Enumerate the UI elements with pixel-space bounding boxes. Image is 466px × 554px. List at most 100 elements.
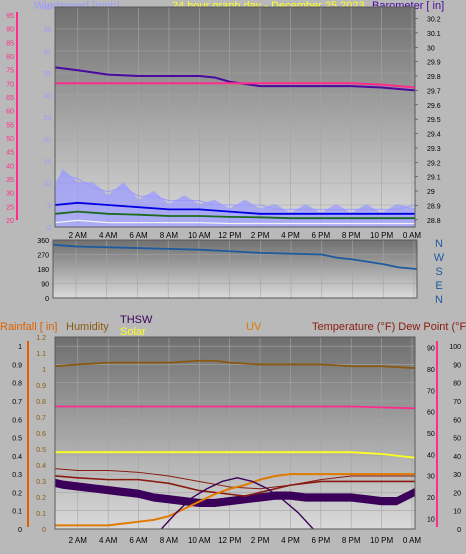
x-tick-label: 2 AM: [69, 536, 88, 545]
y-tick-label-humidity: 45: [6, 150, 14, 157]
y-tick-label-barometer: 29.8: [427, 74, 441, 81]
y-tick-label-windspeed: 15: [43, 159, 51, 166]
y-tick-label-temperature: 20: [427, 495, 435, 502]
y-tick-label-rainfall: 0.4: [12, 454, 22, 461]
y-tick-label-rainfall: 0.7: [12, 399, 22, 406]
y-tick-label-barometer: 29.7: [427, 88, 441, 95]
y-tick-label-barometer: 29.5: [427, 117, 441, 124]
x-tick-label: 4 AM: [99, 231, 118, 240]
y-tick-label-humidity: 1.1: [36, 351, 46, 358]
thsw-label: THSW: [120, 314, 153, 326]
y-tick-label-windspeed: 30: [43, 93, 51, 100]
y-tick-label-barometer: 29.6: [427, 103, 441, 110]
y-tick-label-windspeed: 50: [43, 5, 51, 12]
x-tick-label: 2 PM: [251, 231, 270, 240]
y-tick-label-humidity: 0.9: [36, 383, 46, 390]
y-tick-label-dew-point: 90: [453, 362, 461, 369]
y-tick-label-rainfall: 0.1: [12, 509, 22, 516]
y-tick-label-temperature: 60: [427, 410, 435, 417]
wind-10min-line: [55, 201, 415, 215]
y-tick-label-temperature: 90: [427, 346, 435, 353]
y-tick-label-dew-point: 100: [449, 344, 461, 351]
solar-label: Solar: [120, 326, 146, 338]
y-tick-label-direction: 0: [45, 296, 49, 303]
y-tick-label-humidity: 20: [6, 218, 14, 225]
y-tick-label-dew-point: 0: [457, 527, 461, 534]
x-tick-label: 8 PM: [342, 231, 361, 240]
windspeed-gust-area: [55, 168, 415, 227]
temperature-max-line: [55, 468, 415, 490]
y-tick-label-windspeed: 40: [43, 49, 51, 56]
y-tick-label-temperature: 80: [427, 367, 435, 374]
y-tick-label-rainfall: 0.6: [12, 417, 22, 424]
y-tick-label-humidity: 25: [6, 204, 14, 211]
x-tick-label: 10 AM: [188, 231, 211, 240]
y-tick-label-rainfall: 0.9: [12, 362, 22, 369]
x-tick-label: 6 AM: [129, 231, 148, 240]
y-tick-label-humidity: 0.6: [36, 431, 46, 438]
y-tick-label-windspeed: 25: [43, 115, 51, 122]
y-tick-label-dew-point: 70: [453, 399, 461, 406]
compass-letter: N: [435, 294, 443, 306]
temperature-dewpoint-label: Temperature (°F) Dew Point (°F): [312, 321, 466, 333]
x-tick-label: 10 PM: [370, 231, 393, 240]
y-tick-label-barometer: 29.3: [427, 146, 441, 153]
y-tick-label-humidity: 40: [6, 163, 14, 170]
humidity-line: [55, 359, 415, 369]
compass-letter: W: [434, 252, 445, 264]
y-tick-label-dew-point: 20: [453, 490, 461, 497]
dew-point-line: [55, 405, 415, 410]
y-tick-label-barometer: 30.1: [427, 31, 441, 38]
thsw-line: [55, 482, 415, 504]
y-tick-label-dew-point: 10: [453, 509, 461, 516]
x-tick-label: 4 PM: [281, 536, 300, 545]
y-tick-label-barometer: 29.2: [427, 160, 441, 167]
y-tick-label-barometer: 29.9: [427, 60, 441, 67]
x-tick-label: 2 AM: [69, 231, 88, 240]
wind-direction-line: [53, 243, 417, 270]
y-tick-label-temperature: 10: [427, 516, 435, 523]
y-tick-label-windspeed: 35: [43, 71, 51, 78]
uv-label: UV: [246, 321, 262, 333]
thsw-band: [55, 478, 415, 508]
temperature-line: [55, 475, 415, 497]
x-tick-label: 0 AM: [403, 231, 422, 240]
y-tick-label-dew-point: 30: [453, 472, 461, 479]
y-tick-label-humidity: 0: [42, 527, 46, 534]
y-tick-label-dew-point: 40: [453, 454, 461, 461]
solar-line: [55, 451, 415, 459]
y-tick-label-humidity: 0.7: [36, 415, 46, 422]
y-tick-label-direction: 180: [37, 267, 49, 274]
wind-barometer-panel: 2 AM 4 AM 6 AM 8 AM 10 AM 12 PM 2 PM 4 PM 6 PM 8 …: [6, 5, 441, 240]
y-tick-label-humidity: 0.4: [36, 463, 46, 470]
y-tick-label-humidity: 95: [6, 13, 14, 20]
compass-letter: E: [435, 280, 442, 292]
wind-average-line: [55, 210, 415, 220]
y-tick-label-humidity: 55: [6, 122, 14, 129]
y-tick-label-rainfall: 0.8: [12, 381, 22, 388]
windspeed-line: [55, 173, 415, 210]
y-tick-label-barometer: 30: [427, 45, 435, 52]
y-tick-label-dew-point: 60: [453, 417, 461, 424]
y-tick-label-windspeed: 10: [43, 181, 51, 188]
x-tick-label: 12 PM: [218, 536, 241, 545]
y-tick-label-barometer: 28.8: [427, 218, 441, 225]
humidity-label: Humidity: [66, 321, 109, 333]
y-tick-label-dew-point: 80: [453, 381, 461, 388]
y-tick-label-rainfall: 1: [18, 344, 22, 351]
x-tick-label: 8 PM: [342, 536, 361, 545]
uv-line: [55, 473, 415, 527]
wind-low-line: [55, 219, 415, 225]
x-tick-label: 8 AM: [160, 536, 179, 545]
y-tick-label-humidity: 80: [6, 54, 14, 61]
x-tick-label: 4 AM: [99, 536, 118, 545]
x-tick-label: 6 PM: [311, 536, 330, 545]
y-tick-label-humidity: 85: [6, 40, 14, 47]
y-tick-label-humidity: 1: [42, 367, 46, 374]
y-tick-label-humidity: 0.1: [36, 511, 46, 518]
y-tick-label-windspeed: 20: [43, 137, 51, 144]
y-tick-label-direction: 90: [41, 282, 49, 289]
y-tick-label-humidity: 0.8: [36, 399, 46, 406]
y-tick-label-humidity: 90: [6, 27, 14, 34]
